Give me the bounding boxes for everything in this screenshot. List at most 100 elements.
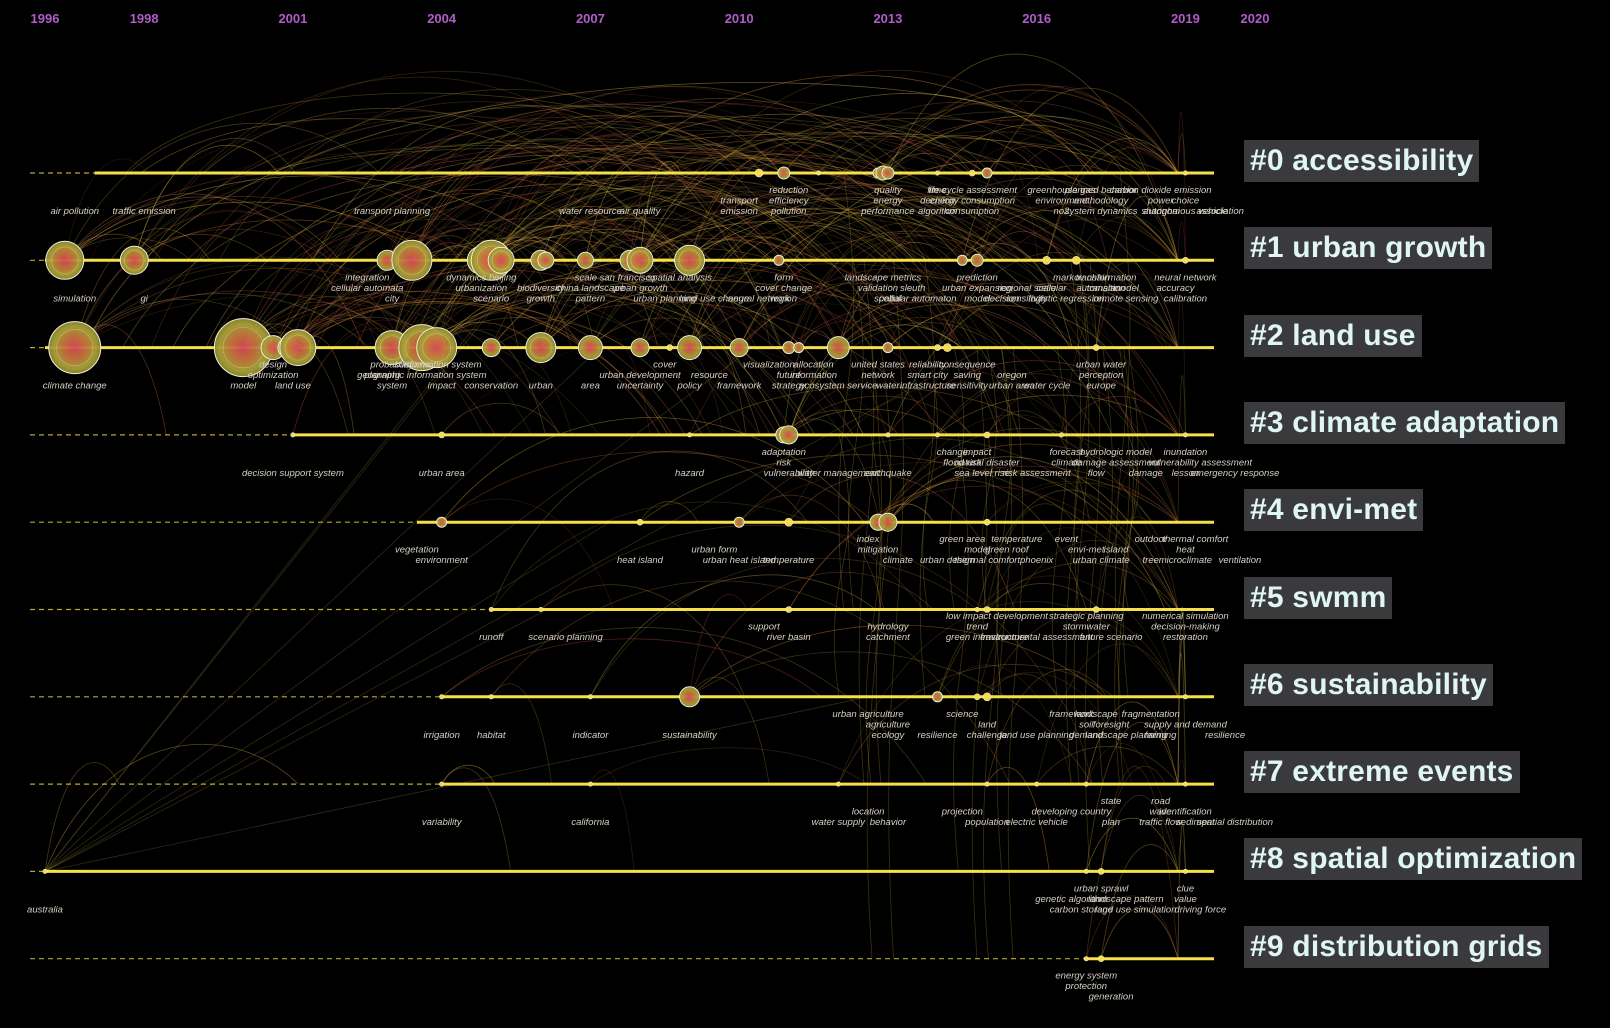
keyword-node (488, 606, 494, 612)
citation-link (500, 225, 659, 348)
citation-link (788, 474, 1016, 610)
citation-link (436, 277, 784, 436)
keyword-label: allocation (793, 360, 833, 371)
citation-link (738, 230, 1010, 348)
citation-link (243, 301, 436, 436)
citation-link (263, 147, 1086, 261)
citation-link (976, 241, 1101, 348)
citation-link (1177, 823, 1186, 959)
citation-link (271, 145, 1185, 436)
keyword-node (934, 432, 940, 438)
keyword-label: trend (966, 622, 988, 633)
keyword-node (981, 167, 993, 179)
citation-link (436, 188, 750, 348)
keyword-label: inundation (1163, 447, 1207, 458)
keyword-label: mitigation (858, 545, 899, 556)
keyword-label: framework (717, 381, 763, 392)
citation-link (590, 769, 635, 872)
keyword-label: land use planning (999, 730, 1074, 741)
keyword-label: model (230, 381, 257, 392)
keyword-label: identification (1159, 807, 1212, 818)
citation-link (287, 236, 782, 348)
keyword-node (577, 335, 603, 361)
keyword-label: support (748, 622, 780, 633)
keyword-node (1042, 255, 1051, 265)
keyword-label: sea level rise (954, 468, 1009, 479)
keyword-node (784, 517, 794, 527)
citation-link (490, 501, 924, 610)
keyword-label: demand (1069, 730, 1104, 741)
keyword-node (932, 691, 943, 703)
citation-link (689, 267, 1048, 436)
keyword-label: emergency response (1191, 468, 1280, 479)
citation-link (1095, 195, 1179, 348)
keyword-label: vulnerability (764, 468, 815, 479)
keyword-label: resource (691, 370, 728, 381)
citation-link (887, 115, 1179, 174)
keyword-label: saving (954, 370, 982, 381)
cluster-label-box: #5 swmm (1244, 576, 1393, 619)
citation-link (887, 360, 1179, 436)
keyword-node (630, 338, 650, 358)
keyword-label: scale san francisco (575, 272, 656, 283)
keyword-label: spatial analysis (647, 272, 712, 283)
citation-link (1177, 375, 1186, 523)
keyword-node (42, 868, 48, 874)
keyword-node (538, 606, 544, 612)
keyword-label: agriculture (866, 719, 910, 730)
citation-link (133, 76, 634, 261)
keyword-node (576, 251, 594, 269)
citation-link (971, 347, 988, 959)
citation-link (590, 184, 1085, 348)
keyword-label: land use (275, 381, 311, 392)
keyword-label: supply and demand (1144, 719, 1228, 730)
citation-link (242, 218, 555, 348)
keyword-node-ring (422, 333, 452, 362)
citation-link (986, 766, 1050, 872)
citation-link (402, 123, 959, 348)
keyword-label: challenge (967, 730, 1008, 741)
keyword-label: outdoor (1135, 534, 1168, 545)
keyword-label: electric vehicle (1006, 817, 1068, 828)
citation-link (540, 524, 1058, 698)
keyword-label: urban heat island (703, 555, 777, 566)
keyword-label: microclimate (1159, 555, 1212, 566)
citation-link (1100, 766, 1179, 959)
keyword-label: impact (963, 447, 991, 458)
citation-link (971, 147, 1078, 261)
citation-link (88, 110, 800, 348)
keyword-label: shanghai (1141, 206, 1180, 217)
keyword-label: fragmentation (1122, 709, 1180, 720)
keyword-label: city (385, 293, 401, 304)
keyword-node (636, 518, 644, 526)
citation-link (837, 241, 952, 348)
citation-link (1085, 817, 1179, 872)
keyword-label: power (1147, 196, 1175, 207)
citation-link (887, 479, 1087, 610)
citation-link (986, 482, 1179, 523)
citation-link (986, 129, 1147, 174)
cluster-label-box: #8 spatial optimization (1244, 838, 1583, 881)
year-label: 2013 (873, 11, 902, 26)
citation-link (689, 212, 1071, 348)
keyword-label: water management (798, 468, 880, 479)
keyword-node-ring (630, 250, 650, 270)
citation-link (421, 195, 902, 348)
keyword-label: cover (653, 360, 677, 371)
keyword-label: planning (363, 370, 401, 381)
keyword-label: index (857, 534, 881, 545)
citation-link (1075, 142, 1179, 261)
keyword-label: information system (402, 360, 482, 371)
citation-link (1118, 347, 1134, 785)
keyword-label: landscape pattern (1088, 894, 1164, 905)
keyword-label: farming (1145, 730, 1177, 741)
citation-link (386, 153, 482, 261)
keyword-label: cellular (1036, 283, 1067, 294)
citation-link (877, 130, 1102, 174)
citation-link (353, 115, 1016, 174)
keyword-label: clue (1177, 883, 1194, 894)
keyword-label: neural network (728, 293, 792, 304)
keyword-label: damage (1129, 468, 1163, 479)
keyword-label: population (964, 817, 1009, 828)
keyword-label: validation (858, 283, 898, 294)
